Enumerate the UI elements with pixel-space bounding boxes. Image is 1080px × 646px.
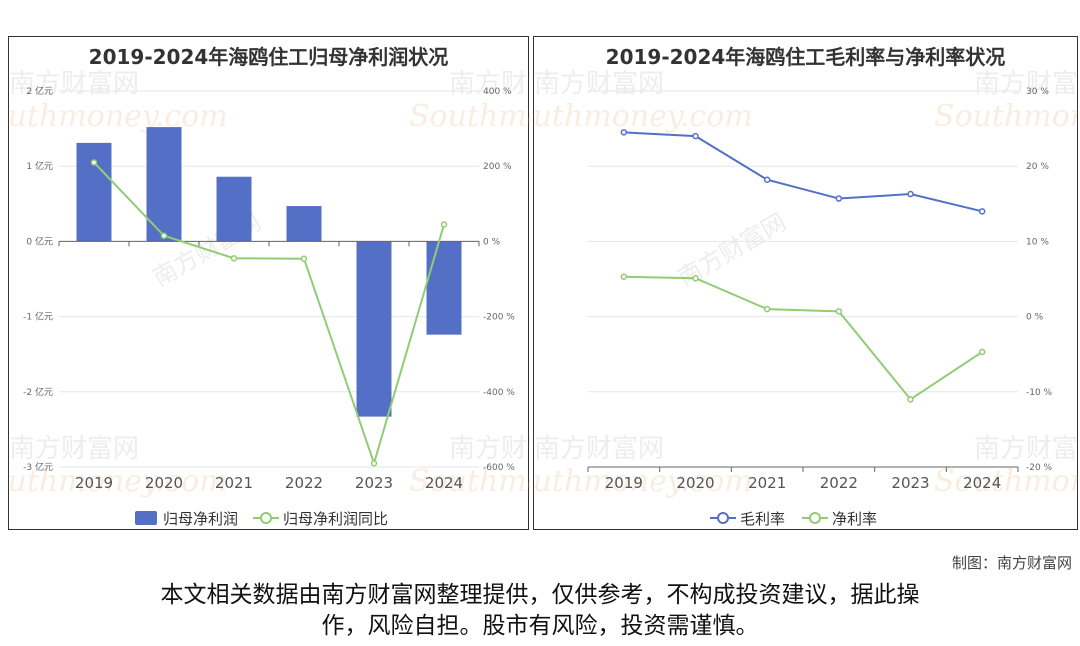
left-chart-panel: 南方财富网Southmoney.com南方财富网Southmoney.com南方… — [8, 36, 530, 530]
x-tick-label-2019: 2019 — [75, 474, 113, 492]
bar-2019 — [76, 142, 112, 242]
watermark-group: 南方财富网Southmoney.com南方财富网Southmoney.com南方… — [534, 69, 1079, 499]
y-tick-label: 0 % — [1026, 313, 1044, 323]
x-tick-label-2020: 2020 — [145, 474, 183, 492]
legend-item-1-swatch — [135, 511, 157, 525]
net-margin-point-2020 — [692, 274, 699, 282]
net-margin-point-2021 — [763, 305, 771, 313]
net-margin-point-2024 — [978, 348, 986, 356]
watermark-text: Southmoney.com — [534, 99, 753, 134]
gross-margin-point-2024 — [978, 208, 986, 215]
watermark-text: 南方财富网 — [9, 69, 139, 99]
right-chart-svg: 南方财富网Southmoney.com南方财富网Southmoney.com南方… — [534, 69, 1079, 528]
bar-2023 — [356, 241, 392, 417]
net-margin-line — [623, 275, 983, 401]
x-tick-label-2023: 2023 — [355, 474, 393, 492]
bar-2022 — [286, 206, 322, 242]
y-left-tick-label: 1 亿元 — [26, 160, 53, 172]
y-left-tick-label: 2 亿元 — [26, 85, 53, 97]
legend-item-1-label: 归母净利润 — [163, 510, 238, 528]
y-tick-label: 20 % — [1026, 162, 1049, 172]
disclaimer-line-1: 本文相关数据由南方财富网整理提供，仅供参考，不构成投资建议，据此操 — [160, 582, 920, 608]
y-left-tick-label: -2 亿元 — [23, 386, 53, 398]
x-tick-label-2024: 2024 — [425, 474, 463, 492]
gross-margin-point-2020 — [692, 132, 699, 140]
x-tick-label-2020: 2020 — [676, 474, 714, 492]
chart-credit: 制图：南方财富网 — [951, 554, 1072, 572]
x-tick-label-2023: 2023 — [891, 474, 929, 492]
watermark-text: 南方财富网 — [673, 208, 791, 292]
x-tick-label-2022: 2022 — [285, 474, 323, 492]
watermark-text: Southmoney.com — [534, 464, 753, 499]
right-chart-title: 2019-2024年海鸥住工毛利率与净利率状况 — [605, 45, 1006, 69]
net-margin-point-2023 — [907, 396, 914, 403]
y-right-tick-label: -400 % — [483, 388, 515, 398]
legend-item-2-label: 归母净利润同比 — [283, 510, 388, 528]
y-tick-label: -10 % — [1026, 388, 1053, 398]
watermark-text: Southmoney.com — [409, 99, 530, 134]
watermark-text: Southmoney.com — [9, 464, 228, 499]
yoy-point-2019 — [90, 159, 98, 166]
yoy-point-2021 — [230, 255, 238, 262]
y-right-tick-label: -600 % — [483, 463, 515, 473]
disclaimer-line-2: 作，风险自担。股市有风险，投资需谨慎。 — [321, 613, 759, 639]
left-chart-title: 2019-2024年海鸥住工归母净利润状况 — [88, 45, 449, 69]
x-tick-label-2024: 2024 — [963, 474, 1001, 492]
watermark-text: 南方财富网 — [974, 69, 1079, 99]
legend-item-1-label: 毛利率 — [740, 510, 785, 528]
x-tick-label-2021: 2021 — [748, 474, 786, 492]
gross-margin-line — [623, 131, 983, 213]
legend-item-2-label: 净利率 — [832, 510, 877, 528]
right-chart-panel: 南方财富网Southmoney.com南方财富网Southmoney.com南方… — [533, 36, 1079, 530]
y-right-tick-label: 0 % — [483, 237, 501, 247]
disclaimer: 本文相关数据由南方财富网整理提供，仅供参考，不构成投资建议，据此操 作，风险自担… — [60, 580, 1020, 642]
yoy-point-2020 — [160, 232, 168, 240]
watermark-text: 南方财富网 — [449, 434, 530, 464]
y-tick-label: 10 % — [1026, 237, 1049, 247]
y-right-tick-label: -200 % — [483, 313, 515, 323]
legend-item-1-marker — [717, 512, 729, 524]
left-chart-svg: 南方财富网Southmoney.com南方财富网Southmoney.com南方… — [9, 69, 530, 528]
watermark-text: 南方财富网 — [534, 69, 664, 99]
yoy-point-2024 — [440, 221, 448, 228]
gross-margin-point-2019 — [620, 129, 628, 136]
watermark-text: 南方财富网 — [534, 434, 664, 464]
gross-margin-point-2021 — [763, 176, 771, 183]
gross-margin-point-2023 — [907, 190, 914, 198]
watermark-text: 南方财富网 — [9, 434, 139, 464]
watermark-text: Southmoney.com — [934, 464, 1079, 499]
y-left-tick-label: -1 亿元 — [23, 311, 53, 323]
net-margin-point-2019 — [620, 273, 628, 280]
watermark-text: 南方财富网 — [449, 69, 530, 99]
x-tick-label-2019: 2019 — [605, 474, 643, 492]
bar-2021 — [216, 176, 252, 242]
watermark-text: Southmoney.com — [934, 99, 1079, 134]
legend-item-2-marker — [260, 512, 272, 524]
bar-2024 — [426, 241, 462, 335]
yoy-line — [93, 161, 445, 467]
watermark-text: Southmoney.com — [9, 99, 228, 134]
y-left-tick-label: -3 亿元 — [23, 461, 53, 473]
y-right-tick-label: 400 % — [483, 87, 512, 97]
x-tick-label-2022: 2022 — [820, 474, 858, 492]
yoy-point-2023 — [370, 459, 378, 467]
yoy-point-2022 — [300, 255, 308, 262]
x-tick-label-2021: 2021 — [215, 474, 253, 492]
y-left-tick-label: 0 亿元 — [26, 235, 53, 247]
gross-margin-point-2022 — [835, 195, 843, 202]
y-right-tick-label: 200 % — [483, 162, 512, 172]
legend-item-2-marker — [809, 512, 821, 524]
y-tick-label: 30 % — [1026, 87, 1049, 97]
y-tick-label: -20 % — [1026, 463, 1053, 473]
net-margin-point-2022 — [835, 308, 843, 315]
watermark-text: 南方财富网 — [974, 434, 1079, 464]
watermark-text: Southmoney.com — [409, 464, 530, 499]
